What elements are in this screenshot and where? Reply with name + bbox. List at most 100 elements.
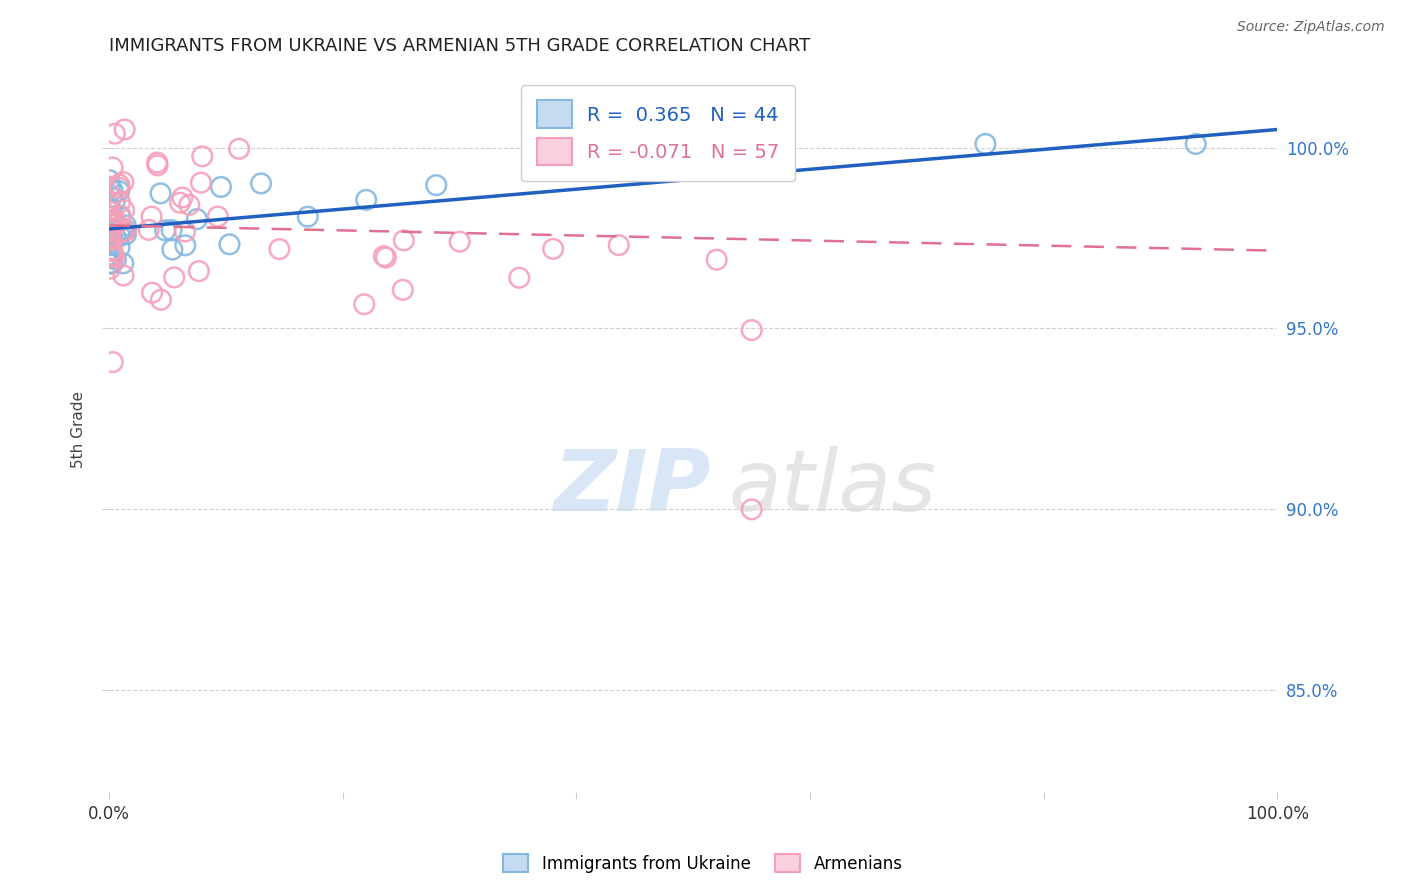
Point bbox=[449, 235, 471, 249]
Point bbox=[250, 177, 273, 191]
Point bbox=[741, 323, 763, 337]
Point bbox=[111, 225, 134, 239]
Legend: R =  0.365   N = 44, R = -0.071   N = 57: R = 0.365 N = 44, R = -0.071 N = 57 bbox=[522, 85, 796, 181]
Point bbox=[103, 195, 125, 210]
Point bbox=[104, 127, 127, 141]
Point bbox=[98, 217, 121, 231]
Point bbox=[169, 195, 191, 210]
Point bbox=[101, 355, 124, 369]
Point bbox=[112, 175, 135, 189]
Text: IMMIGRANTS FROM UKRAINE VS ARMENIAN 5TH GRADE CORRELATION CHART: IMMIGRANTS FROM UKRAINE VS ARMENIAN 5TH … bbox=[110, 37, 810, 55]
Point bbox=[104, 252, 127, 267]
Point bbox=[103, 211, 125, 226]
Point bbox=[98, 233, 121, 247]
Point bbox=[228, 142, 250, 156]
Point bbox=[98, 261, 121, 276]
Point bbox=[187, 264, 209, 278]
Point bbox=[114, 222, 136, 236]
Point bbox=[160, 223, 183, 237]
Point bbox=[186, 212, 208, 227]
Point bbox=[374, 251, 396, 265]
Point bbox=[112, 203, 135, 218]
Point bbox=[353, 297, 375, 311]
Point bbox=[354, 193, 377, 207]
Point bbox=[706, 252, 728, 267]
Point bbox=[190, 176, 212, 190]
Point bbox=[98, 216, 121, 230]
Point bbox=[100, 217, 122, 231]
Legend: Immigrants from Ukraine, Armenians: Immigrants from Ukraine, Armenians bbox=[496, 847, 910, 880]
Point bbox=[100, 248, 122, 262]
Point bbox=[172, 190, 194, 204]
Point bbox=[163, 270, 186, 285]
Point bbox=[101, 248, 124, 262]
Point bbox=[115, 227, 138, 242]
Point bbox=[100, 256, 122, 270]
Point bbox=[101, 216, 124, 230]
Point bbox=[112, 256, 135, 270]
Point bbox=[146, 158, 169, 172]
Point bbox=[141, 285, 163, 300]
Point bbox=[110, 224, 132, 238]
Point bbox=[191, 149, 214, 163]
Point bbox=[110, 210, 132, 224]
Point bbox=[101, 161, 124, 175]
Point bbox=[98, 229, 121, 244]
Point bbox=[112, 268, 135, 283]
Point bbox=[98, 210, 121, 224]
Point bbox=[100, 229, 122, 244]
Point bbox=[209, 180, 232, 194]
Point bbox=[100, 238, 122, 252]
Point bbox=[741, 502, 763, 516]
Point bbox=[1184, 136, 1206, 151]
Point bbox=[108, 195, 131, 210]
Point bbox=[98, 180, 121, 194]
Point bbox=[207, 210, 229, 224]
Point bbox=[108, 181, 131, 195]
Point bbox=[100, 190, 122, 204]
Point bbox=[111, 223, 134, 237]
Point bbox=[179, 198, 201, 212]
Point bbox=[425, 178, 447, 193]
Point bbox=[100, 203, 122, 218]
Point bbox=[114, 122, 136, 136]
Point bbox=[101, 256, 124, 270]
Text: ZIP: ZIP bbox=[553, 446, 711, 529]
Point bbox=[103, 250, 125, 264]
Point bbox=[138, 223, 160, 237]
Point bbox=[100, 244, 122, 258]
Point bbox=[153, 223, 176, 237]
Y-axis label: 5th Grade: 5th Grade bbox=[72, 392, 86, 468]
Point bbox=[373, 249, 395, 263]
Point bbox=[146, 155, 169, 169]
Point bbox=[101, 244, 124, 258]
Point bbox=[108, 184, 131, 198]
Text: Source: ZipAtlas.com: Source: ZipAtlas.com bbox=[1237, 20, 1385, 34]
Point bbox=[100, 249, 122, 263]
Point bbox=[104, 229, 127, 244]
Point bbox=[98, 226, 121, 240]
Point bbox=[149, 293, 172, 307]
Point bbox=[162, 243, 184, 257]
Point bbox=[218, 237, 240, 252]
Point bbox=[98, 256, 121, 270]
Point bbox=[101, 236, 124, 251]
Point bbox=[974, 136, 997, 151]
Text: atlas: atlas bbox=[728, 446, 936, 529]
Point bbox=[269, 242, 291, 256]
Point bbox=[297, 210, 319, 224]
Point bbox=[174, 238, 197, 252]
Point bbox=[115, 224, 138, 238]
Point bbox=[105, 216, 128, 230]
Point bbox=[101, 183, 124, 197]
Point bbox=[98, 204, 121, 219]
Point bbox=[100, 215, 122, 229]
Point bbox=[98, 223, 121, 237]
Point bbox=[149, 186, 172, 201]
Point bbox=[108, 229, 131, 244]
Point bbox=[508, 270, 530, 285]
Point bbox=[100, 213, 122, 227]
Point bbox=[108, 178, 131, 192]
Point bbox=[110, 209, 132, 223]
Point bbox=[98, 173, 121, 187]
